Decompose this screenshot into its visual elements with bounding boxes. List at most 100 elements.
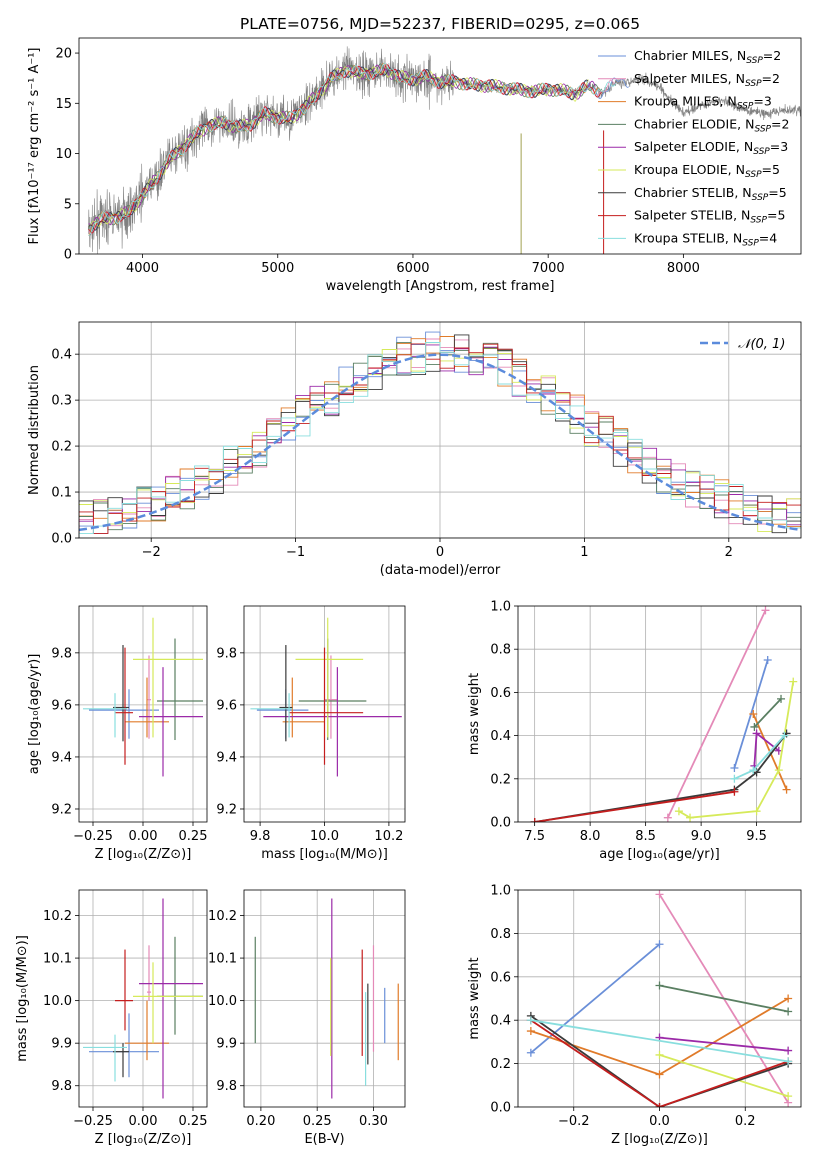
mass-weight-vs-Z-frame [517, 889, 802, 1108]
weight-point-marker [784, 1046, 793, 1055]
y-tick-label: 10.2 [43, 909, 72, 924]
mass-vs-ebv-frame [243, 889, 406, 1108]
legend-nssp: 3 [764, 94, 772, 109]
y-tick-label: 0.4 [490, 1014, 511, 1029]
residuals-plot-area [79, 322, 801, 538]
spectrum-plot-area [88, 46, 801, 254]
legend-label: Salpeter MILES, NSSP=2 [634, 71, 780, 89]
mass-vs-ebv-chart: 0.20 0.25 0.30 9.8 9.9 10.0 10.1 10.2 E(B-V) [208, 889, 406, 1147]
weight-point-marker [784, 1057, 793, 1066]
y-tick-label: 0.0 [51, 532, 72, 547]
x-axis-label: wavelength [Angstrom, rest frame] [326, 279, 555, 294]
legend-model-name: Kroupa MILES [634, 94, 720, 109]
y-tick-label: 10.1 [208, 952, 237, 967]
y-tick-label: 10 [55, 147, 72, 162]
weight-point-marker [750, 722, 759, 731]
legend-nssp: 2 [781, 116, 789, 131]
mass-vs-ebv-plot-area [244, 890, 405, 1107]
y-tick-label: 9.6 [216, 698, 237, 713]
y-tick-label: 10.1 [43, 952, 72, 967]
model-spectrum-line [88, 66, 589, 228]
x-axis-label: mass [log₁₀(M/M⊙)] [261, 847, 388, 862]
x-tick-label: 7000 [532, 261, 565, 276]
x-tick-label: 8.5 [635, 829, 656, 844]
y-tick-label: 0.1 [51, 486, 72, 501]
weight-point-marker [784, 1092, 793, 1101]
y-tick-label: 10.0 [43, 994, 72, 1009]
y-axis-label: mass weight [467, 673, 482, 755]
legend-nssp: 2 [772, 71, 780, 86]
legend-model-name: Chabrier STELIB [634, 185, 734, 200]
y-tick-label: 9.4 [216, 750, 237, 765]
y-tick-label: 15 [55, 97, 72, 112]
x-axis-label: age [log₁₀(age/yr)] [599, 847, 720, 862]
x-tick-label: −0.25 [73, 829, 113, 844]
x-tick-label: 0.00 [129, 829, 158, 844]
legend-label: Kroupa STELIB, NSSP=4 [634, 230, 777, 248]
legend-label: Chabrier ELODIE, NSSP=2 [634, 116, 789, 134]
mass-vs-Z-plot-area [79, 890, 207, 1107]
weight-point-marker [777, 694, 786, 703]
legend-nssp: 4 [769, 230, 777, 245]
chart-title: PLATE=0756, MJD=52237, FIBERID=0295, z=0… [240, 15, 640, 33]
weight-point-marker [730, 764, 739, 772]
x-tick-label: 2 [725, 545, 733, 560]
legend-label: Salpeter ELODIE, NSSP=3 [634, 139, 788, 157]
mass-vs-Z-chart: −0.25 0.00 0.25 9.8 9.9 10.0 10.1 10.2 Z [log₁₀(… [15, 889, 207, 1147]
weight-point-marker [526, 1048, 535, 1057]
residuals-chart: −2 −1 0 1 2 0.0 0.1 0.2 0.3 0.4 (data-model)/error… [27, 321, 802, 578]
model-spectrum-line [88, 64, 603, 234]
y-axis-label: mass weight [467, 957, 482, 1039]
weight-point-marker [774, 766, 783, 775]
y-tick-label: 0.0 [490, 1101, 511, 1116]
x-tick-label: 10.0 [310, 829, 339, 844]
age-vs-mass-chart: 9.8 10.0 10.2 9.2 9.4 9.6 9.8 mass [log₁₀(M/M⊙)… [216, 605, 406, 862]
y-tick-label: 0.2 [490, 1057, 511, 1072]
legend-nssp: 3 [780, 139, 788, 154]
y-tick-label: 1.0 [490, 600, 511, 615]
x-axis-label: E(B-V) [304, 1132, 344, 1147]
x-tick-label: 0.25 [179, 829, 208, 844]
weight-point-marker [655, 981, 664, 990]
legend-model-name: Kroupa STELIB [634, 230, 725, 245]
y-tick-label: 0.6 [490, 970, 511, 985]
x-tick-label: 1 [580, 545, 588, 560]
x-tick-label: 9.5 [746, 829, 767, 844]
mass-weight-vs-Z-plot-area [518, 890, 801, 1107]
x-tick-label: 0.20 [246, 1114, 275, 1129]
x-axis-label: Z [log₁₀(Z/Z⊙)] [611, 1132, 708, 1147]
y-axis-label: Normed distribution [27, 365, 42, 495]
x-tick-label: 10.2 [374, 829, 403, 844]
age-vs-Z-frame [78, 605, 208, 823]
mass-weight-vs-age-frame [517, 605, 802, 823]
legend-model-name: Salpeter MILES [634, 71, 728, 86]
y-axis-label: mass [log₁₀(M/M⊙)] [15, 935, 30, 1062]
weight-point-marker [655, 1103, 664, 1107]
x-tick-label: 0.25 [303, 1114, 332, 1129]
legend-nssp: 2 [773, 48, 781, 63]
x-tick-label: 8.0 [580, 829, 601, 844]
x-axis-label: Z [log₁₀(Z/Z⊙)] [95, 847, 192, 862]
weight-series-line [659, 984, 789, 1013]
weight-point-marker [655, 1070, 664, 1079]
weight-series-line [534, 790, 735, 822]
weight-point-marker [749, 710, 758, 718]
x-axis-label: (data-model)/error [380, 563, 501, 578]
x-tick-label: −0.2 [558, 1114, 590, 1129]
x-tick-label: 8000 [667, 261, 700, 276]
weight-series-line [534, 732, 788, 822]
residual-histogram-step [79, 342, 801, 538]
y-tick-label: 1.0 [490, 884, 511, 899]
residual-histogram-step [79, 343, 801, 538]
y-tick-label: 0.6 [490, 686, 511, 701]
weight-point-marker [784, 994, 793, 1003]
weight-point-marker [655, 1050, 664, 1059]
age-vs-Z-plot-area [79, 606, 207, 822]
weight-point-marker [526, 1016, 535, 1025]
weight-point-marker [752, 807, 761, 816]
weight-series-line [659, 1054, 789, 1098]
y-tick-label: 0.0 [490, 816, 511, 831]
weight-point-marker [730, 774, 739, 783]
weight-point-marker [763, 656, 772, 664]
